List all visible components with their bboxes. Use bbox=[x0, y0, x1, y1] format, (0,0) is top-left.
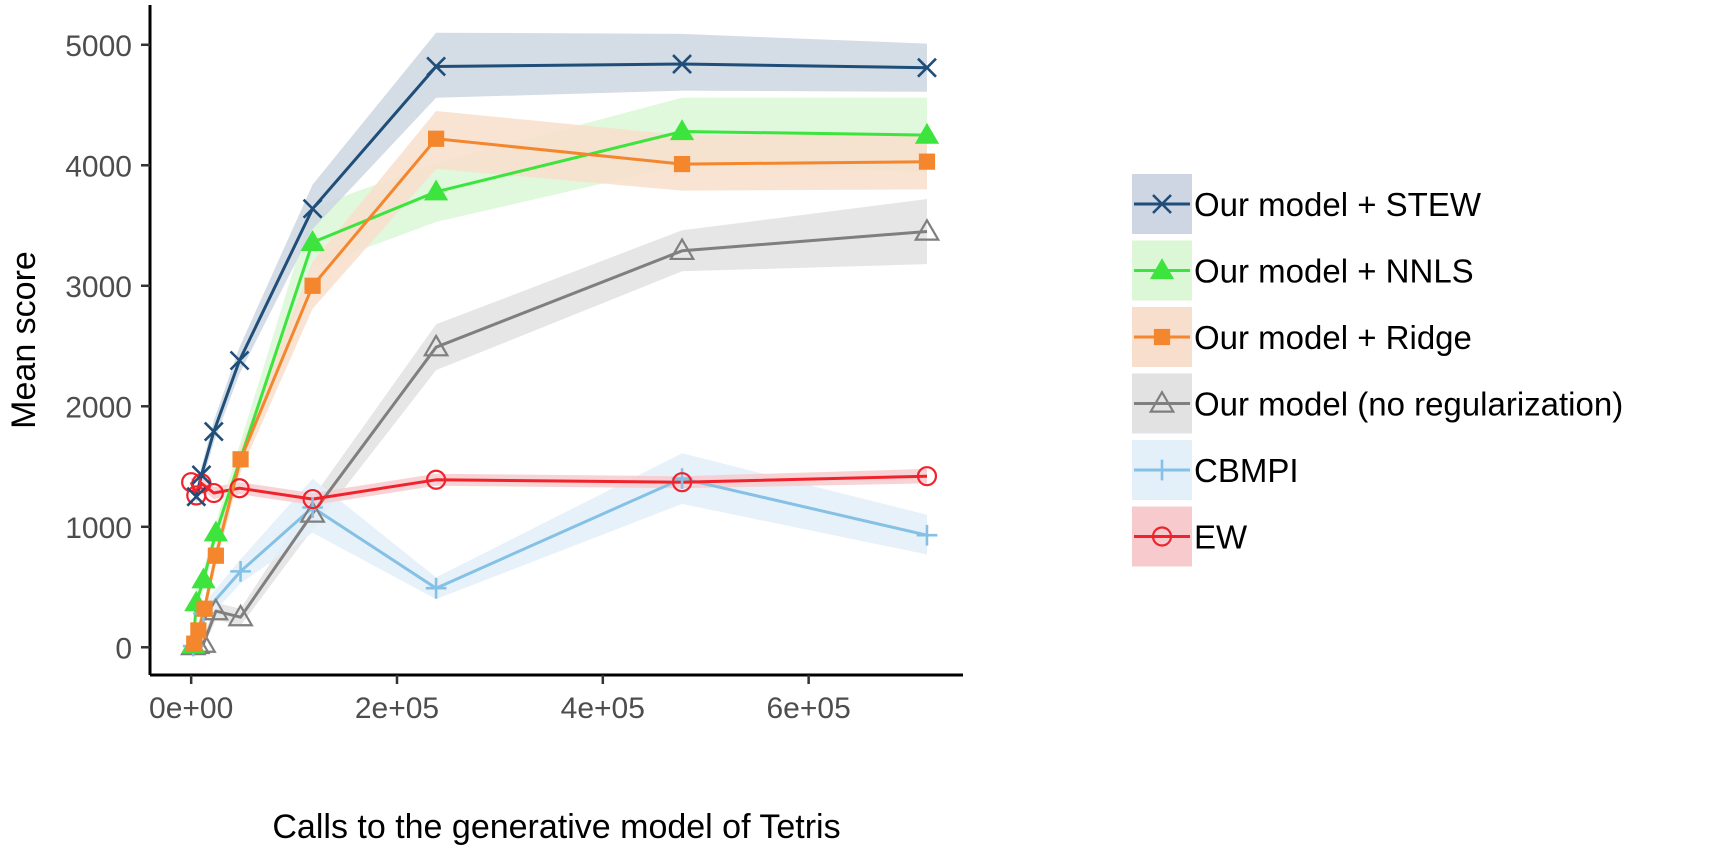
point-cbmpi-6 bbox=[916, 524, 938, 546]
point-our-model-stew-6 bbox=[672, 54, 692, 74]
point-our-model-ridge-6 bbox=[427, 130, 445, 147]
band-cbmpi bbox=[193, 453, 927, 648]
point-our-model-ridge-0 bbox=[186, 635, 203, 652]
y-tick-label-2: 2000 bbox=[65, 391, 132, 424]
y-axis-ticks: 0 1000 2000 3000 4000 5000 bbox=[65, 30, 150, 665]
band-our-model-no-regularization bbox=[193, 199, 927, 648]
legend-label-our-model-ridge: Our model + Ridge bbox=[1194, 319, 1472, 356]
point-our-model-no-regularization-6 bbox=[422, 333, 450, 357]
point-ew-8 bbox=[916, 466, 938, 487]
point-our-model-stew-0 bbox=[186, 486, 207, 507]
confidence-bands bbox=[191, 32, 928, 648]
legend-item-ew: EW bbox=[1132, 506, 1248, 567]
legend-key-marker-our-model-no-regularization bbox=[1148, 390, 1176, 413]
point-our-model-stew-2 bbox=[203, 421, 224, 442]
point-our-model-stew-5 bbox=[426, 56, 447, 77]
legend-key-marker-ew bbox=[1151, 526, 1173, 547]
point-our-model-no-regularization-5 bbox=[299, 500, 326, 523]
point-our-model-ridge-5 bbox=[304, 277, 321, 294]
point-ew-4 bbox=[229, 478, 250, 499]
axes bbox=[148, 5, 963, 677]
y-axis-title: Mean score bbox=[5, 251, 43, 429]
legend-key-marker-our-model-stew bbox=[1152, 194, 1172, 214]
x-axis-title: Calls to the generative model of Tetris bbox=[272, 808, 840, 846]
legend-item-our-model-nnls: Our model + NNLS bbox=[1132, 240, 1474, 301]
band-our-model-stew bbox=[196, 32, 928, 506]
point-our-model-nnls-4 bbox=[300, 230, 325, 251]
point-our-model-stew-3 bbox=[229, 350, 250, 371]
point-ew-3 bbox=[203, 482, 224, 504]
point-our-model-ridge-3 bbox=[207, 547, 224, 564]
point-our-model-nnls-3 bbox=[203, 520, 228, 542]
y-tick-label-1: 1000 bbox=[65, 512, 132, 545]
point-our-model-nnls-6 bbox=[669, 119, 695, 141]
series-markers bbox=[180, 54, 941, 657]
point-our-model-stew-1 bbox=[191, 465, 212, 485]
y-tick-label-4: 4000 bbox=[65, 150, 132, 183]
point-ew-7 bbox=[671, 472, 693, 493]
band-our-model-ridge bbox=[194, 111, 928, 648]
legend-key-marker-cbmpi bbox=[1151, 459, 1173, 481]
point-our-model-no-regularization-4 bbox=[227, 603, 254, 627]
point-our-model-ridge-8 bbox=[918, 153, 936, 170]
legend-item-our-model-ridge: Our model + Ridge bbox=[1132, 307, 1472, 367]
point-ew-5 bbox=[302, 488, 323, 510]
point-our-model-ridge-2 bbox=[196, 600, 213, 617]
legend-label-our-model-no-regularization: Our model (no regularization) bbox=[1194, 386, 1623, 423]
x-tick-label-2: 4e+05 bbox=[561, 692, 645, 725]
legend-label-ew: EW bbox=[1194, 519, 1248, 556]
y-tick-label-5: 5000 bbox=[65, 30, 132, 63]
legend-key-marker-our-model-nnls bbox=[1149, 258, 1175, 280]
line-our-model-stew bbox=[194, 62, 928, 498]
point-our-model-nnls-5 bbox=[423, 179, 449, 201]
legend-item-cbmpi: CBMPI bbox=[1132, 440, 1299, 500]
x-tick-label-3: 6e+05 bbox=[767, 692, 851, 725]
legend: Our model + STEW Our model + NNLS Our mode… bbox=[1132, 174, 1623, 567]
y-tick-label-0: 0 bbox=[115, 632, 132, 665]
x-tick-label-1: 2e+05 bbox=[355, 692, 439, 725]
point-cbmpi-2 bbox=[230, 561, 251, 582]
point-our-model-ridge-1 bbox=[190, 622, 207, 639]
point-our-model-no-regularization-8 bbox=[913, 218, 941, 241]
point-our-model-nnls-7 bbox=[914, 122, 940, 144]
x-axis-ticks: 0e+00 2e+05 4e+05 6e+05 bbox=[149, 675, 851, 725]
legend-label-our-model-stew: Our model + STEW bbox=[1194, 186, 1482, 223]
y-tick-label-3: 3000 bbox=[65, 271, 132, 304]
point-our-model-nnls-2 bbox=[191, 567, 216, 589]
point-cbmpi-5 bbox=[671, 468, 693, 489]
legend-label-our-model-nnls: Our model + NNLS bbox=[1194, 253, 1474, 290]
point-cbmpi-4 bbox=[425, 577, 447, 599]
point-our-model-ridge-4 bbox=[232, 451, 249, 468]
legend-label-cbmpi: CBMPI bbox=[1194, 452, 1299, 489]
point-our-model-no-regularization-7 bbox=[668, 237, 696, 261]
point-our-model-ridge-7 bbox=[673, 155, 691, 173]
band-ew bbox=[191, 468, 927, 506]
legend-key-marker-our-model-ridge bbox=[1153, 328, 1171, 346]
point-ew-6 bbox=[425, 469, 447, 490]
point-our-model-stew-7 bbox=[917, 57, 937, 78]
point-our-model-stew-4 bbox=[302, 198, 323, 219]
x-tick-label-0: 0e+00 bbox=[149, 692, 233, 725]
legend-item-our-model-no-regularization: Our model (no regularization) bbox=[1132, 373, 1623, 434]
legend-item-our-model-stew: Our model + STEW bbox=[1132, 174, 1482, 234]
